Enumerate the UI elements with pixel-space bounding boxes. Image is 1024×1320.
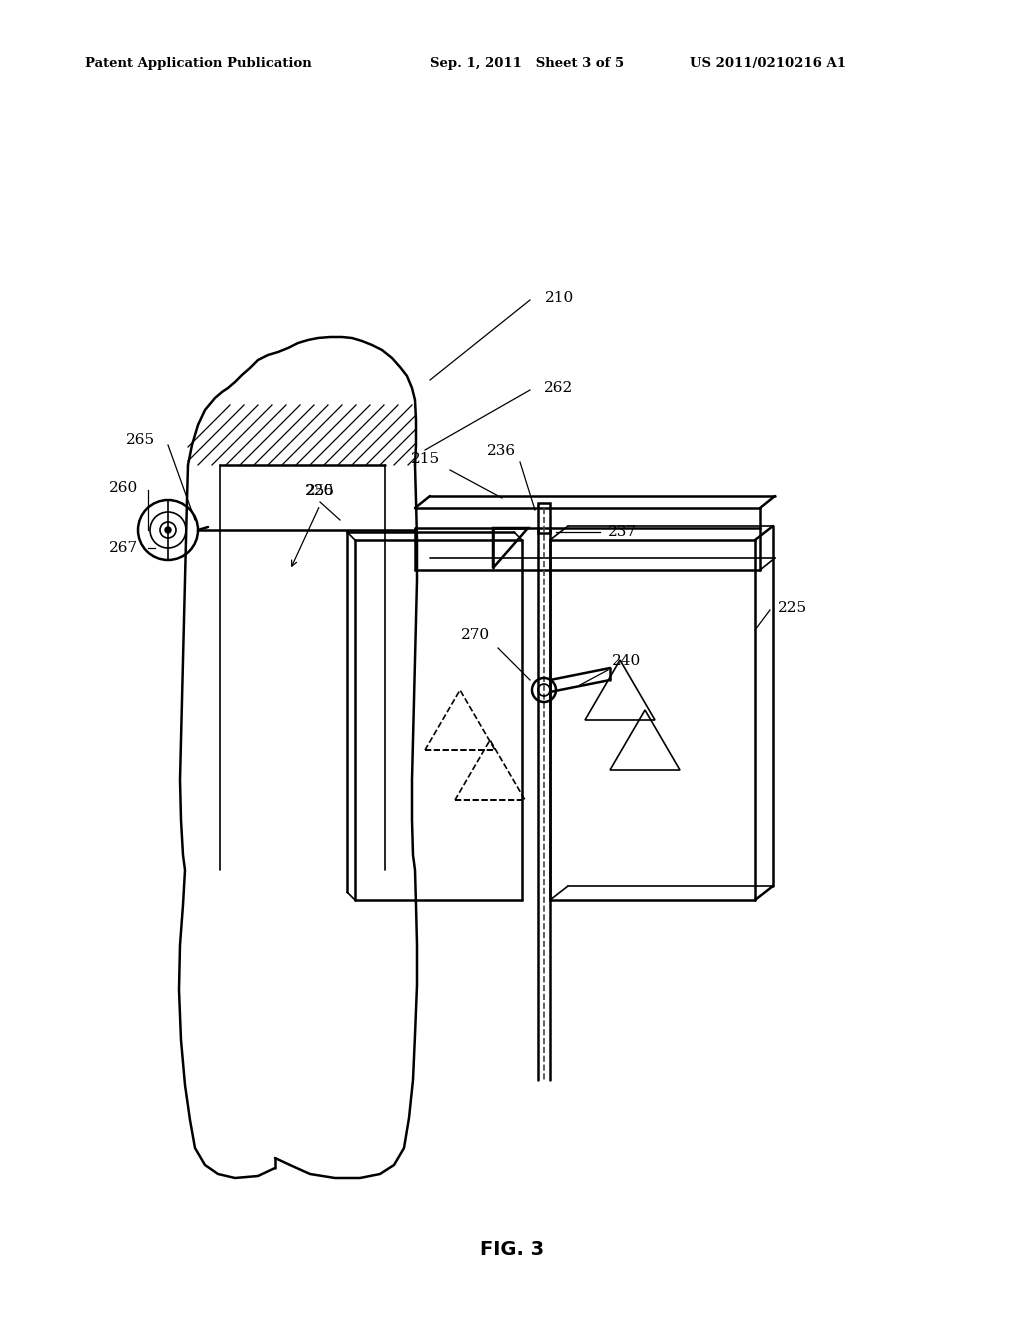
Text: 262: 262 bbox=[544, 381, 573, 395]
Text: 240: 240 bbox=[612, 653, 641, 668]
Bar bbox=[538, 503, 550, 533]
Text: 270: 270 bbox=[461, 628, 490, 642]
Text: Patent Application Publication: Patent Application Publication bbox=[85, 57, 311, 70]
Circle shape bbox=[165, 527, 171, 533]
Text: 225: 225 bbox=[778, 601, 807, 615]
Text: 260: 260 bbox=[109, 480, 138, 495]
Text: 265: 265 bbox=[126, 433, 155, 447]
Text: 220: 220 bbox=[305, 484, 335, 498]
Text: 210: 210 bbox=[545, 290, 574, 305]
Text: US 2011/0210216 A1: US 2011/0210216 A1 bbox=[690, 57, 846, 70]
Text: Sep. 1, 2011   Sheet 3 of 5: Sep. 1, 2011 Sheet 3 of 5 bbox=[430, 57, 624, 70]
Text: 236: 236 bbox=[486, 444, 516, 458]
Text: 237: 237 bbox=[608, 525, 637, 539]
Text: 215: 215 bbox=[411, 451, 440, 466]
Text: FIG. 3: FIG. 3 bbox=[480, 1239, 544, 1259]
Text: 255: 255 bbox=[306, 484, 335, 498]
Text: 267: 267 bbox=[109, 541, 138, 554]
